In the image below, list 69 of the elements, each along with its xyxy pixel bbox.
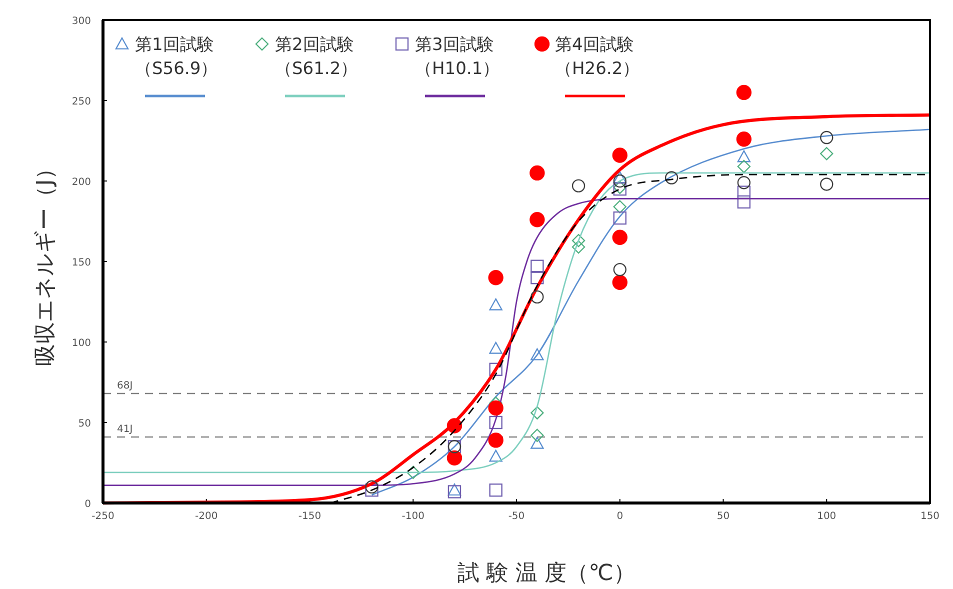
- point: [530, 290, 544, 304]
- x-tick-label: -50: [508, 511, 525, 522]
- y-tick-label: 0: [84, 499, 91, 510]
- x-tick-label: 100: [817, 511, 836, 522]
- point: [737, 186, 751, 199]
- y-tick-label: 250: [72, 96, 91, 108]
- point: [489, 450, 502, 462]
- point: [612, 148, 628, 163]
- legend-label: 第1回試験（S56.9）: [135, 35, 218, 79]
- point: [488, 400, 504, 416]
- point: [488, 432, 504, 448]
- point: [489, 342, 502, 354]
- point: [530, 165, 545, 181]
- point: [530, 406, 544, 420]
- point: [489, 362, 502, 376]
- y-tick-label: 300: [72, 16, 91, 27]
- point: [489, 298, 502, 310]
- point: [820, 130, 834, 144]
- x-tick-label: -200: [195, 511, 218, 522]
- ref-line-label: 41J: [117, 424, 133, 435]
- point: [446, 450, 462, 466]
- legend-label: 第2回試験（S61.2）: [275, 35, 358, 79]
- point: [489, 484, 502, 497]
- point: [737, 160, 751, 174]
- point: [737, 150, 751, 162]
- point: [530, 436, 544, 449]
- legend-label: 第4回試験（H26.2）: [555, 35, 640, 79]
- y-tick-label: 50: [78, 418, 91, 430]
- point: [530, 212, 545, 228]
- point: [613, 262, 626, 276]
- point: [530, 428, 544, 442]
- point: [613, 211, 626, 225]
- x-tick-label: -100: [402, 511, 424, 522]
- y-tick-label: 200: [72, 177, 91, 188]
- point: [820, 178, 834, 191]
- point: [448, 485, 462, 498]
- point: [489, 416, 502, 430]
- x-tick-label: -250: [92, 511, 114, 522]
- point: [365, 480, 378, 494]
- x-tick-label: 50: [716, 511, 730, 522]
- point: [613, 171, 626, 184]
- point: [613, 174, 626, 188]
- x-axis-title: 試 験 温 度（℃）: [458, 561, 636, 586]
- point: [572, 240, 586, 254]
- ref-line-label: 68J: [117, 380, 133, 392]
- point: [530, 271, 544, 284]
- point: [572, 234, 586, 248]
- point: [612, 230, 628, 245]
- y-tick-label: 150: [72, 258, 91, 268]
- point: [664, 171, 678, 184]
- point: [737, 176, 751, 190]
- point: [530, 348, 544, 360]
- y-tick-label: 100: [72, 338, 91, 349]
- y-axis-title: 吸収エネルギー（J）: [33, 157, 58, 366]
- point: [448, 484, 462, 496]
- point: [737, 195, 751, 209]
- point: [613, 200, 626, 214]
- x-tick-label: 0: [616, 511, 624, 522]
- point: [488, 270, 504, 286]
- x-tick-label: 150: [920, 511, 940, 522]
- point: [530, 260, 544, 273]
- legend-label: 第3回試験（H10.1）: [415, 35, 500, 79]
- point: [736, 84, 752, 100]
- point: [736, 132, 752, 147]
- x-tick-label: -150: [298, 511, 322, 522]
- point: [612, 274, 628, 290]
- point: [406, 466, 420, 480]
- point: [572, 179, 586, 192]
- point: [820, 147, 834, 160]
